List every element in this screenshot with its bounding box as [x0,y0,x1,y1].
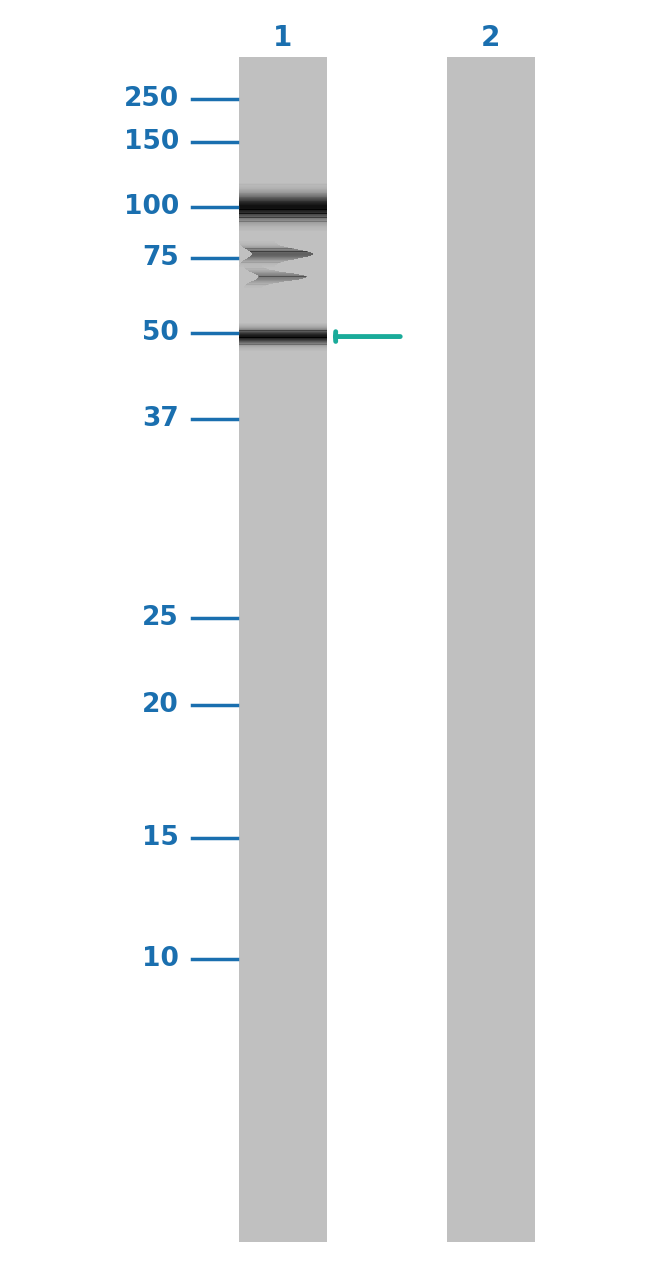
Text: 150: 150 [124,130,179,155]
Text: 75: 75 [142,245,179,271]
Text: 2: 2 [481,24,500,52]
Text: 1: 1 [273,24,292,52]
Text: 25: 25 [142,606,179,631]
Text: 20: 20 [142,692,179,718]
Text: 10: 10 [142,946,179,972]
Text: 50: 50 [142,320,179,345]
Text: 100: 100 [124,194,179,220]
Text: 250: 250 [124,86,179,112]
Bar [447,57,534,1242]
Text: 37: 37 [142,406,179,432]
Text: 15: 15 [142,826,179,851]
Bar [239,57,326,1242]
